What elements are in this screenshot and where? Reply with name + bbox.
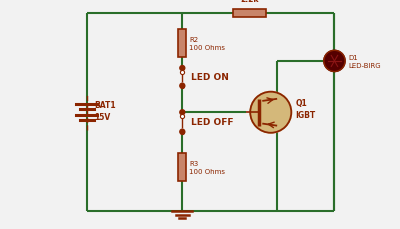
Circle shape xyxy=(180,130,185,135)
Text: D1
LED-BIRG: D1 LED-BIRG xyxy=(348,55,380,69)
Text: BAT1
15V: BAT1 15V xyxy=(94,101,116,121)
Circle shape xyxy=(324,51,345,72)
Circle shape xyxy=(250,92,291,133)
FancyBboxPatch shape xyxy=(178,153,186,181)
Text: Q1
IGBT: Q1 IGBT xyxy=(296,99,316,120)
Text: LED OFF: LED OFF xyxy=(191,118,234,127)
Text: R1
2.2k: R1 2.2k xyxy=(240,0,259,4)
Circle shape xyxy=(180,84,185,89)
Text: LED ON: LED ON xyxy=(191,73,229,82)
FancyBboxPatch shape xyxy=(178,30,186,58)
Circle shape xyxy=(180,66,185,71)
Text: R2
100 Ohms: R2 100 Ohms xyxy=(189,37,225,51)
Circle shape xyxy=(180,110,185,115)
Text: R3
100 Ohms: R3 100 Ohms xyxy=(189,160,225,174)
FancyBboxPatch shape xyxy=(233,10,266,18)
